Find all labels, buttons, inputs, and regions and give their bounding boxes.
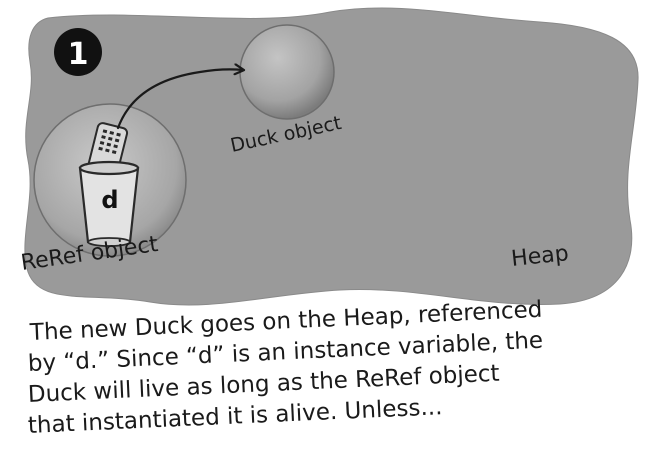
caption: The new Duck goes on the Heap, reference… — [27, 297, 628, 442]
heap-area — [24, 7, 639, 306]
duck-object-ball — [239, 24, 335, 120]
reference-variable-d: d — [78, 122, 140, 247]
cup-icon — [78, 160, 140, 247]
step-badge-number: 1 — [68, 37, 89, 72]
step-badge: 1 — [54, 28, 102, 76]
reference-arrow — [116, 69, 243, 130]
heap-label: Heap — [510, 241, 570, 272]
variable-name: d — [101, 186, 118, 214]
remote-control-icon — [87, 122, 129, 174]
